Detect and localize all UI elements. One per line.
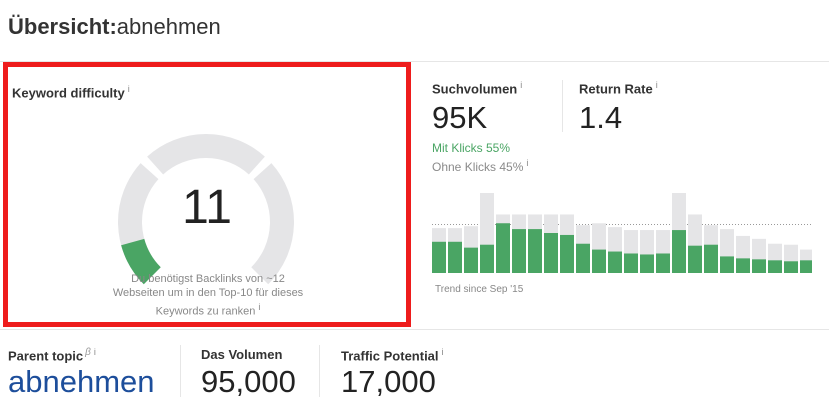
page-title-keyword: abnehmen [116,14,221,39]
parent-topic-label: Parent topic β i [8,347,96,364]
info-icon[interactable]: i [441,347,444,357]
trend-bar-clicks[interactable] [688,245,702,273]
info-icon[interactable]: i [127,84,130,94]
gauge-fill [121,238,162,285]
return-rate-value: 1.4 [579,100,623,135]
traffic-potential-label: Traffic Potential i [341,347,444,364]
gauge-value-arc [121,238,162,285]
page-title: Übersicht:abnehmen [8,14,221,40]
trend-bar-clicks[interactable] [720,256,734,273]
trend-bar-clicks[interactable] [464,247,478,273]
trend-bar-clicks[interactable] [432,241,446,273]
trend-bar-clicks[interactable] [512,229,526,273]
description-line: Du benötigst Backlinks von ~12 [131,273,285,285]
keyword-difficulty-label: Keyword difficulty i [12,84,130,101]
info-icon[interactable]: i [526,158,529,168]
trend-bar-clicks[interactable] [672,230,686,273]
trend-bar-clicks[interactable] [784,261,798,273]
trend-bar-clicks[interactable] [752,259,766,273]
trend-bar-clicks[interactable] [704,244,718,273]
trend-bar-clicks[interactable] [560,234,574,273]
volume-trend-chart [432,193,812,273]
return-rate-label: Return Rate i [579,80,658,97]
trend-bar-clicks[interactable] [496,223,510,273]
trend-bar-clicks[interactable] [480,244,494,273]
parent-topic-link[interactable]: abnehmen [8,364,155,399]
total-volume-label: Das Volumen [201,347,283,362]
metrics-divider [0,329,829,330]
page-title-prefix: Übersicht: [8,14,117,39]
info-icon[interactable]: i [93,347,96,357]
search-volume-label: Suchvolumen i [432,80,523,97]
gauge-segment [147,134,265,175]
metric-separator [319,345,320,397]
trend-bar-clicks[interactable] [624,253,638,273]
trend-bar-clicks[interactable] [528,229,542,273]
metric-separator [562,80,563,132]
trend-bar-clicks[interactable] [544,233,558,273]
clicks-without-text: Ohne Klicks 45% i [432,158,529,174]
description-line: Webseiten um in den Top-10 für dieses [112,287,304,299]
header-divider [0,61,829,62]
trend-bar-clicks[interactable] [592,249,606,273]
info-icon[interactable]: i [520,80,523,90]
trend-bar-clicks[interactable] [800,260,812,273]
search-volume-value: 95K [432,100,488,135]
keyword-difficulty-value: 11 [182,181,232,234]
info-icon[interactable]: i [258,302,261,312]
trend-bar-clicks[interactable] [736,258,750,273]
description-line: Keywords zu ranken i [155,302,261,318]
gauge-segment [250,163,294,285]
info-icon[interactable]: i [655,80,658,90]
trend-bar-clicks[interactable] [448,241,462,273]
trend-bar-clicks[interactable] [768,260,782,273]
beta-icon: β [85,347,91,358]
trend-bar-clicks[interactable] [640,254,654,273]
trend-bar-clicks[interactable] [576,243,590,273]
keyword-difficulty-description: Du benötigst Backlinks von ~12 Webseiten… [98,272,318,319]
clicks-with-text: Mit Klicks 55% [432,141,511,155]
difficulty-gauge [118,134,294,285]
trend-bar-clicks[interactable] [656,253,670,273]
traffic-potential-value: 17,000 [341,364,436,399]
metric-separator [180,345,181,397]
keyword-difficulty-panel: Keyword difficulty i 11 Du benötigst Back… [3,62,411,327]
trend-label: Trend since Sep '15 [435,284,524,295]
total-volume-value: 95,000 [201,364,296,399]
trend-bar-clicks[interactable] [608,251,622,273]
